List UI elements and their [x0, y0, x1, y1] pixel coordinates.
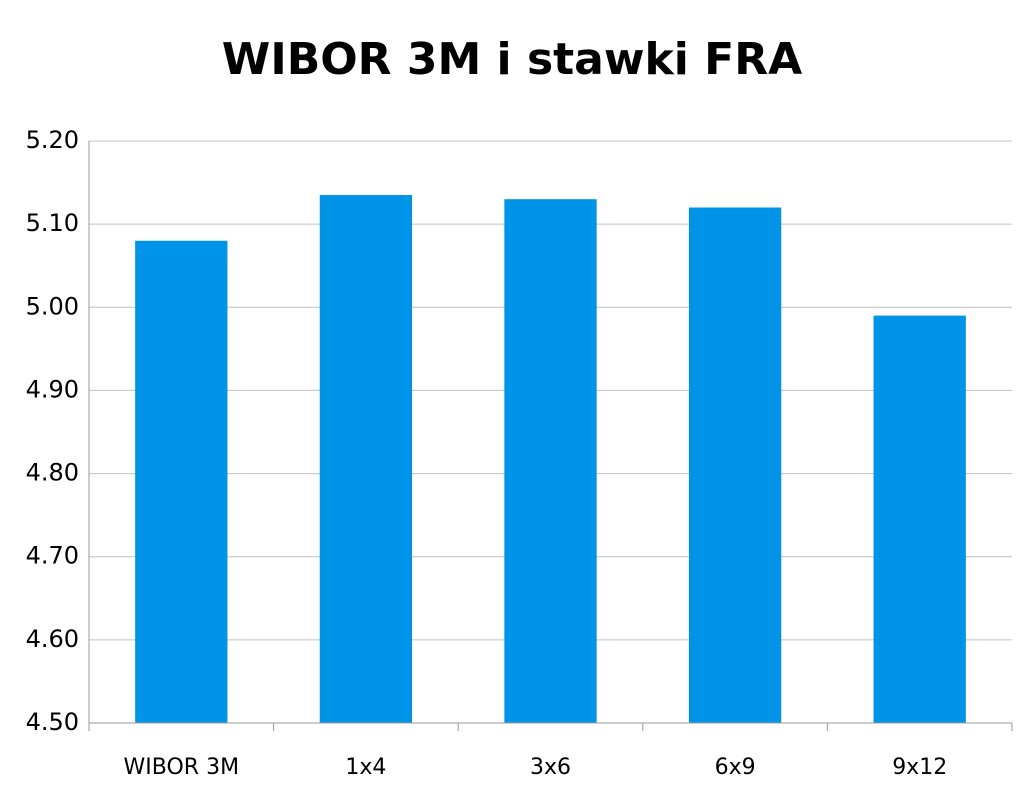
y-tick-label: 4.70 [26, 542, 79, 570]
bar [135, 240, 228, 723]
x-tick-label: 3x6 [530, 755, 571, 780]
y-tick-label: 4.80 [26, 459, 79, 487]
bar [873, 315, 966, 723]
x-tick-label: 9x12 [892, 755, 947, 780]
y-tick-label: 4.90 [26, 375, 79, 403]
bar [504, 199, 597, 723]
y-tick-label: 5.10 [26, 209, 79, 237]
y-tick-label: 5.20 [26, 126, 79, 154]
bar [319, 195, 413, 724]
x-tick-label: 6x9 [715, 755, 756, 780]
bar [688, 207, 782, 723]
y-tick-label: 4.60 [26, 625, 79, 653]
chart-title: WIBOR 3M i stawki FRA [222, 34, 802, 85]
y-tick-label: 5.00 [26, 292, 79, 320]
y-tick-label: 4.50 [26, 708, 79, 736]
x-tick-label: 1x4 [345, 755, 386, 780]
x-tick-label: WIBOR 3M [124, 755, 240, 780]
